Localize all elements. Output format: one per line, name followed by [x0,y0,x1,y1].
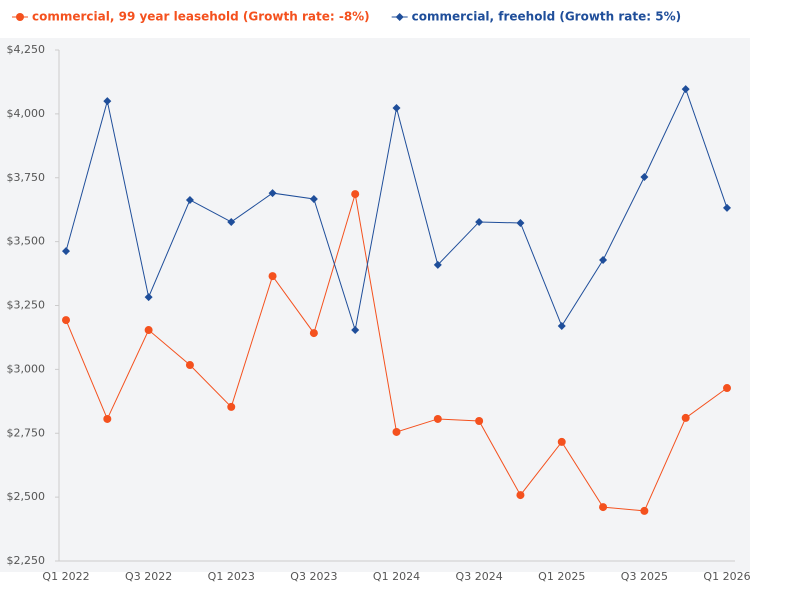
y-tick-label: $4,000 [7,107,46,120]
point [185,195,194,204]
point [723,203,731,212]
point [681,413,690,422]
point [723,384,731,393]
point [433,414,442,423]
point [599,256,608,265]
point [351,190,360,199]
x-tick-label: Q1 2022 [42,570,89,583]
point [309,329,318,338]
legend-marker [16,13,24,21]
y-tick-label: $2,250 [7,554,46,567]
point [640,172,649,181]
y-tick-label: $3,250 [7,299,46,312]
point [103,97,112,106]
point [475,217,484,226]
y-tick-label: $2,750 [7,426,46,439]
x-tick-label: Q3 2022 [125,570,172,583]
point [516,491,525,500]
point [144,293,153,302]
point [227,217,236,226]
point [640,506,649,515]
point [103,414,112,423]
point [268,272,277,281]
point [392,103,401,112]
point [144,326,153,335]
point [351,326,360,335]
point [433,260,442,269]
point [392,427,401,436]
point [185,361,194,370]
legend-label: commercial, 99 year leasehold (Growth ra… [32,10,370,24]
point [599,503,608,512]
y-tick-label: $4,250 [7,43,46,56]
point [62,247,70,256]
x-tick-label: Q3 2024 [456,570,503,583]
x-tick-label: Q3 2023 [290,570,337,583]
plot-background [0,38,750,572]
point [62,316,70,325]
y-tick-label: $2,500 [7,490,46,503]
point [309,194,318,203]
point [475,416,484,425]
point [557,321,566,330]
x-tick-label: Q3 2025 [621,570,668,583]
legend-marker [395,13,404,21]
x-tick-label: Q1 2023 [208,570,255,583]
x-tick-label: Q1 2026 [703,570,750,583]
point [268,189,277,198]
y-tick-label: $3,000 [7,362,46,375]
x-tick-label: Q1 2025 [538,570,585,583]
legend-label: commercial, freehold (Growth rate: 5%) [412,10,681,24]
point [227,402,236,411]
y-tick-label: $3,500 [7,235,46,248]
y-tick-label: $3,750 [7,171,46,184]
x-tick-label: Q1 2024 [373,570,420,583]
point [681,85,690,94]
point [516,218,525,227]
point [557,437,566,446]
